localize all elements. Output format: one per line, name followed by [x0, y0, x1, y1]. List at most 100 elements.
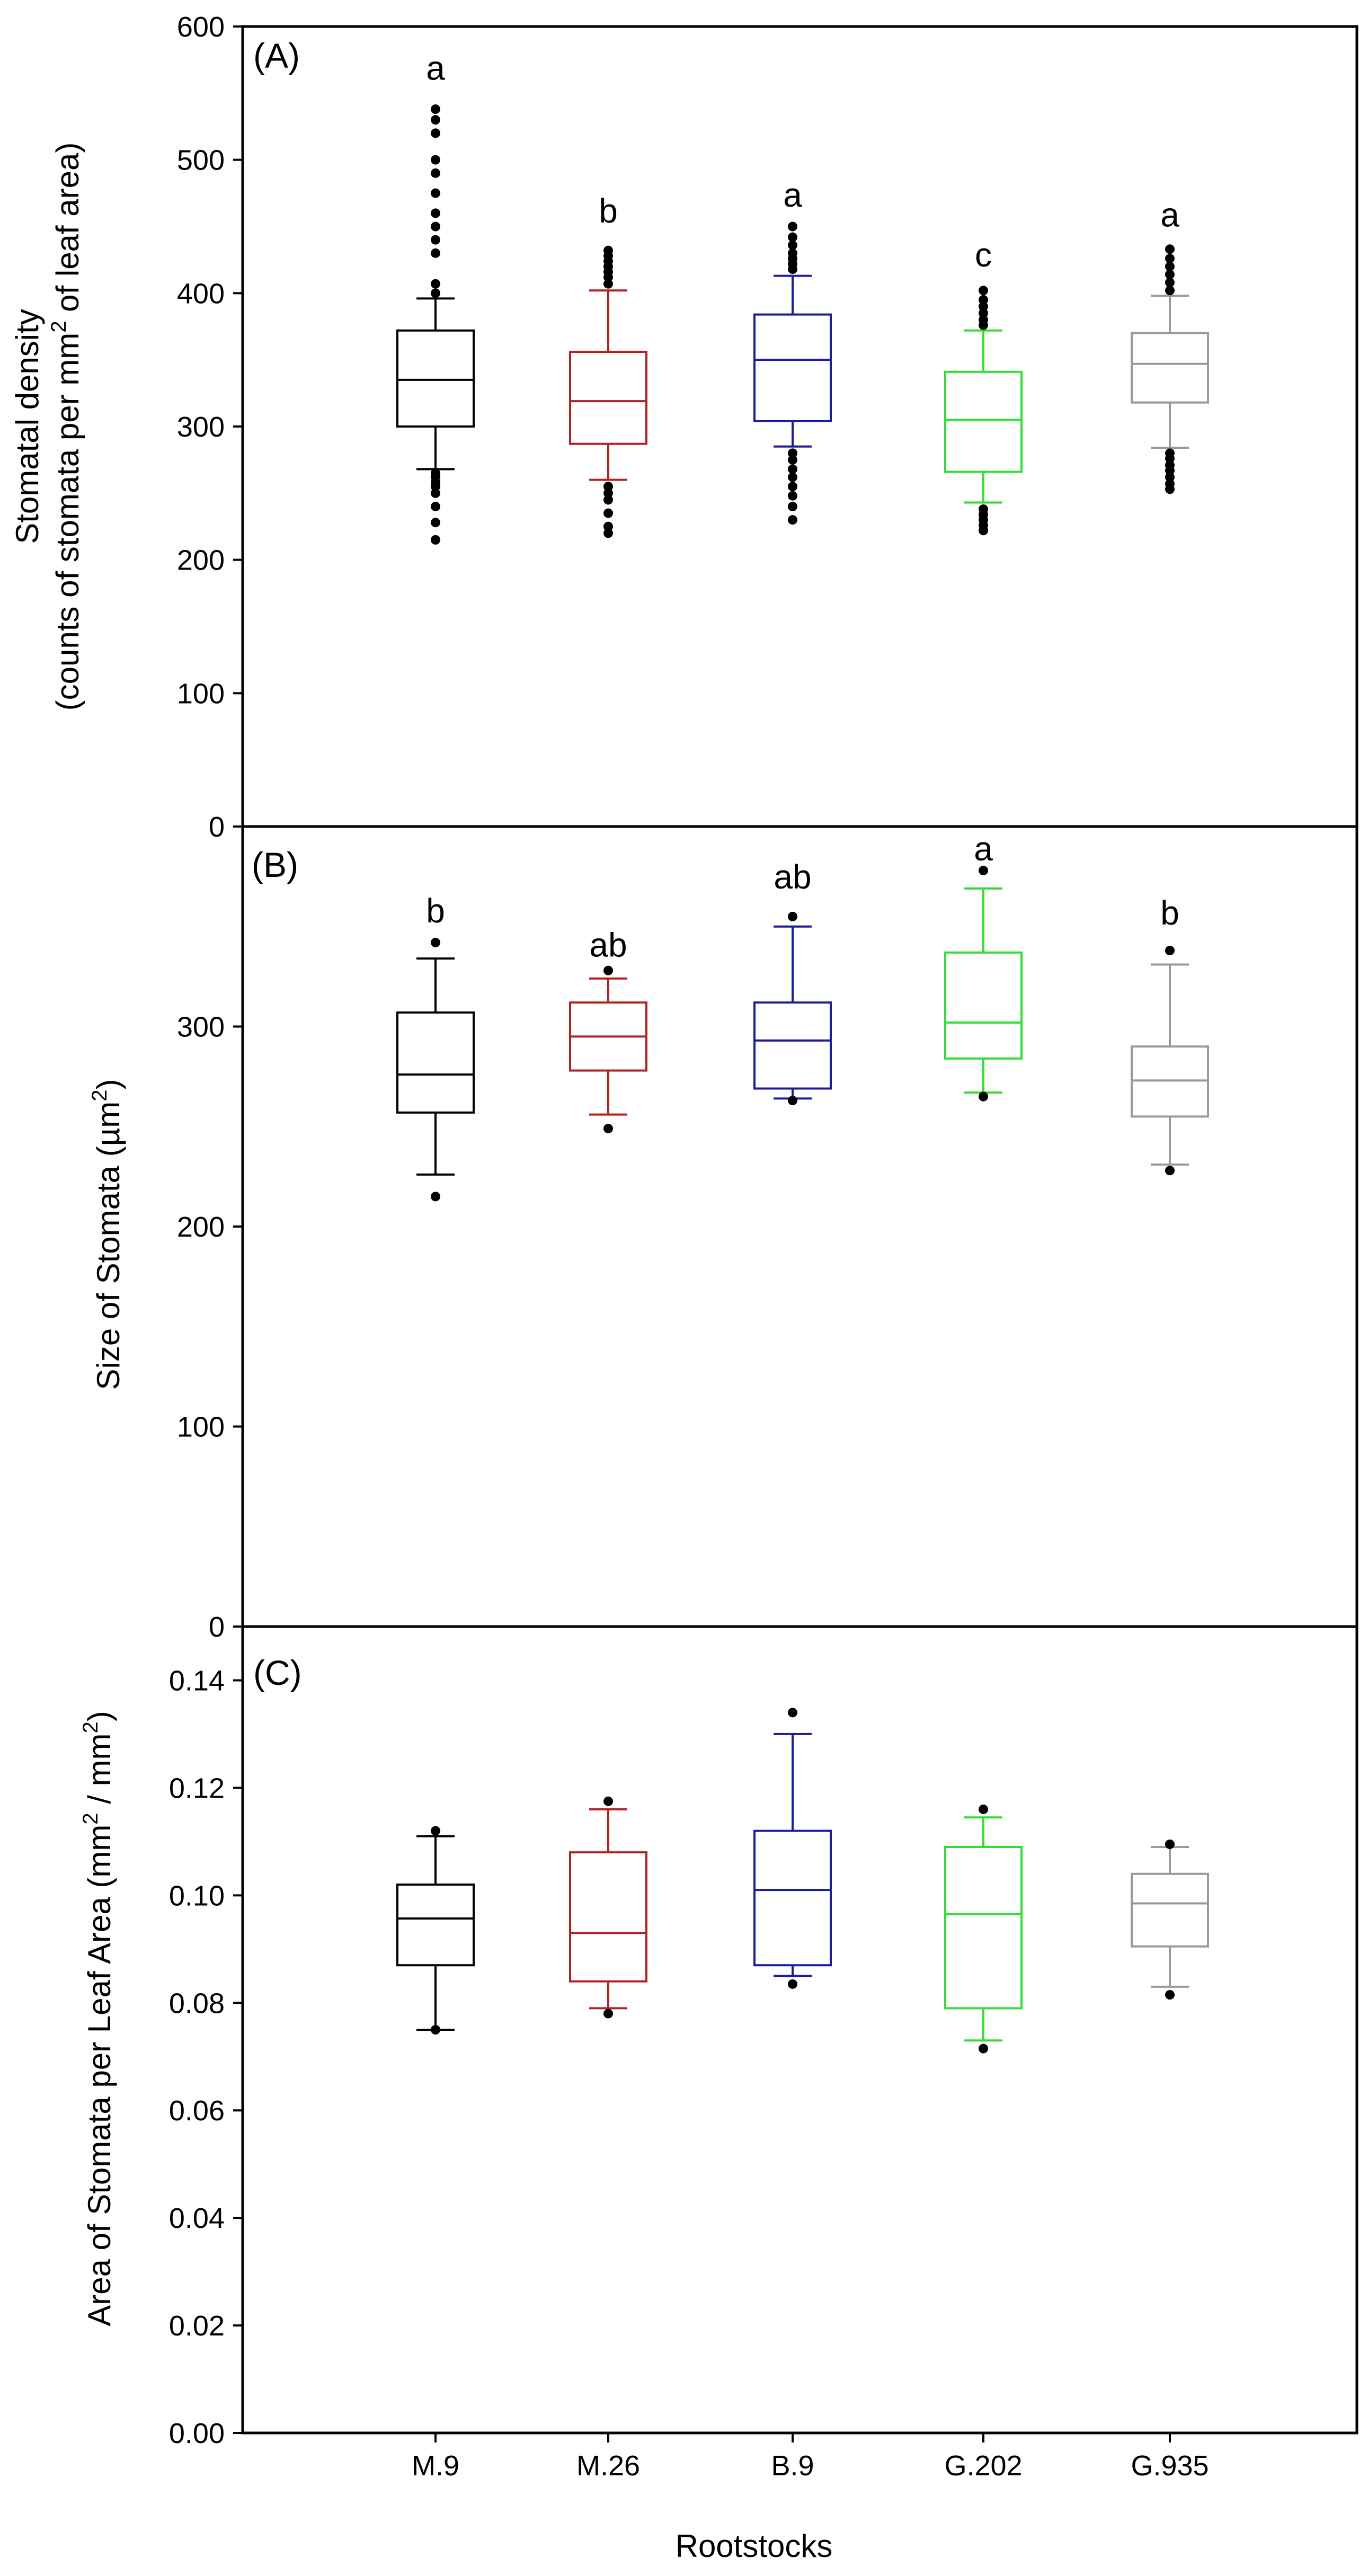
outlier-point: [1165, 270, 1175, 280]
outlier-point: [979, 2044, 988, 2054]
box-b9: a: [753, 176, 832, 525]
panel-c-label: (C): [253, 1653, 302, 1692]
panel-b-y-axis: 0 100 200 300: [177, 1011, 243, 1643]
outlier-point: [431, 468, 440, 478]
y-tick-label: 0.10: [169, 1880, 225, 1912]
outlier-point: [788, 1708, 797, 1718]
y-tick-label: 100: [177, 678, 225, 709]
panel-c-y-axis-label: Area of Stomata per Leaf Area (mm2 / mm2…: [79, 1711, 117, 2326]
outlier-point: [431, 279, 440, 289]
panel-c-boxes: [396, 1708, 1209, 2054]
outlier-point: [603, 245, 613, 255]
x-axis: M.9 M.26 B.9 G.202 G.935: [412, 2433, 1209, 2482]
panel-b-y-axis-label: Size of Stomata (µm2): [88, 1079, 126, 1390]
significance-letter: a: [783, 176, 802, 214]
iqr-box: [396, 1884, 475, 1967]
outlier-point: [979, 866, 988, 876]
box-m9: b: [396, 892, 475, 1202]
x-tick-label: G.202: [944, 2450, 1022, 2482]
outlier-point: [1165, 946, 1175, 956]
outlier-point: [431, 1826, 440, 1836]
outlier-point: [788, 911, 797, 921]
outlier-point: [788, 515, 797, 525]
panel-c-frame: [241, 1625, 1358, 2435]
iqr-box: [944, 951, 1023, 1060]
outlier-point: [1165, 472, 1175, 482]
box-b9: ab: [753, 858, 832, 1106]
outlier-point: [788, 464, 797, 474]
y-tick-label: 0.02: [169, 2310, 225, 2342]
x-tick-label: M.26: [576, 2450, 640, 2482]
outlier-point: [431, 488, 440, 498]
y-tick-label: 0.14: [169, 1665, 225, 1696]
outlier-point: [788, 232, 797, 242]
outlier-point: [431, 518, 440, 528]
outlier-point: [1165, 262, 1175, 271]
y-tick-label: 0.00: [169, 2418, 225, 2449]
box-g935: b: [1131, 894, 1209, 1176]
box-m26: [569, 1796, 647, 2019]
box-g202: a: [944, 830, 1023, 1102]
outlier-point: [979, 295, 988, 305]
panel-a-y-axis: 0 100 200 300 400 500 600: [177, 11, 243, 843]
y-tick-label: 400: [177, 278, 225, 309]
iqr-box: [1131, 1872, 1209, 1948]
outlier-point: [1165, 460, 1175, 470]
outlier-point: [979, 1804, 988, 1814]
outlier-point: [1165, 278, 1175, 288]
panel-a-y-axis-label: Stomatal density: [10, 309, 45, 544]
box-m26: ab: [569, 926, 647, 1134]
outlier-point: [979, 1091, 988, 1102]
outlier-point: [1165, 1839, 1175, 1849]
outlier-point: [979, 286, 988, 296]
y-tick-label: 0: [209, 811, 225, 843]
significance-letter: b: [1160, 894, 1179, 932]
outlier-point: [788, 240, 797, 250]
y-tick-label: 0.12: [169, 1772, 225, 1804]
box-g202: c: [944, 236, 1023, 536]
outlier-point: [788, 448, 797, 458]
significance-letter: ab: [589, 926, 627, 964]
panel-c-y-axis: 0.00 0.02 0.04 0.06 0.08 0.10 0.12 0.14: [169, 1665, 243, 2449]
box-m9: a: [396, 49, 475, 545]
outlier-point: [788, 482, 797, 492]
y-tick-label: 300: [177, 1011, 225, 1043]
outlier-point: [1165, 286, 1175, 296]
outlier-point: [431, 104, 440, 114]
significance-letter: c: [975, 236, 992, 274]
y-tick-label: 0.06: [169, 2095, 225, 2127]
outlier-point: [603, 495, 613, 505]
panel-b-label: (B): [252, 845, 298, 884]
outlier-point: [431, 221, 440, 232]
outlier-point: [788, 502, 797, 511]
significance-letter: b: [599, 192, 618, 230]
outlier-point: [1165, 1990, 1175, 2000]
outlier-point: [603, 508, 613, 518]
outlier-point: [431, 937, 440, 947]
outlier-point: [603, 521, 613, 531]
outlier-point: [1165, 479, 1175, 489]
outlier-point: [788, 248, 797, 258]
outlier-point: [603, 279, 613, 289]
outlier-point: [1165, 244, 1175, 254]
y-tick-label: 600: [177, 11, 225, 43]
outlier-point: [788, 221, 797, 232]
x-tick-label: B.9: [771, 2450, 814, 2482]
outlier-point: [431, 128, 440, 138]
x-tick-label: M.9: [412, 2450, 459, 2482]
outlier-point: [431, 288, 440, 298]
box-m9: [396, 1826, 475, 2035]
iqr-box: [753, 313, 832, 422]
outlier-point: [788, 491, 797, 501]
iqr-box: [569, 1851, 647, 1983]
outlier-point: [1165, 448, 1175, 458]
x-axis-label: Rootstocks: [676, 2528, 833, 2564]
panel-a-y-axis-label-units: (counts of stomata per mm2 of leaf area): [47, 143, 85, 711]
box-g202: [944, 1804, 1023, 2054]
panel-a-stomatal-density: 0 100 200 300 400 500 600 a b a c a (A) Stomatal d…: [10, 11, 1358, 843]
outlier-point: [431, 155, 440, 165]
y-tick-label: 0.08: [169, 1987, 225, 2019]
y-tick-label: 300: [177, 411, 225, 443]
outlier-point: [603, 528, 613, 538]
